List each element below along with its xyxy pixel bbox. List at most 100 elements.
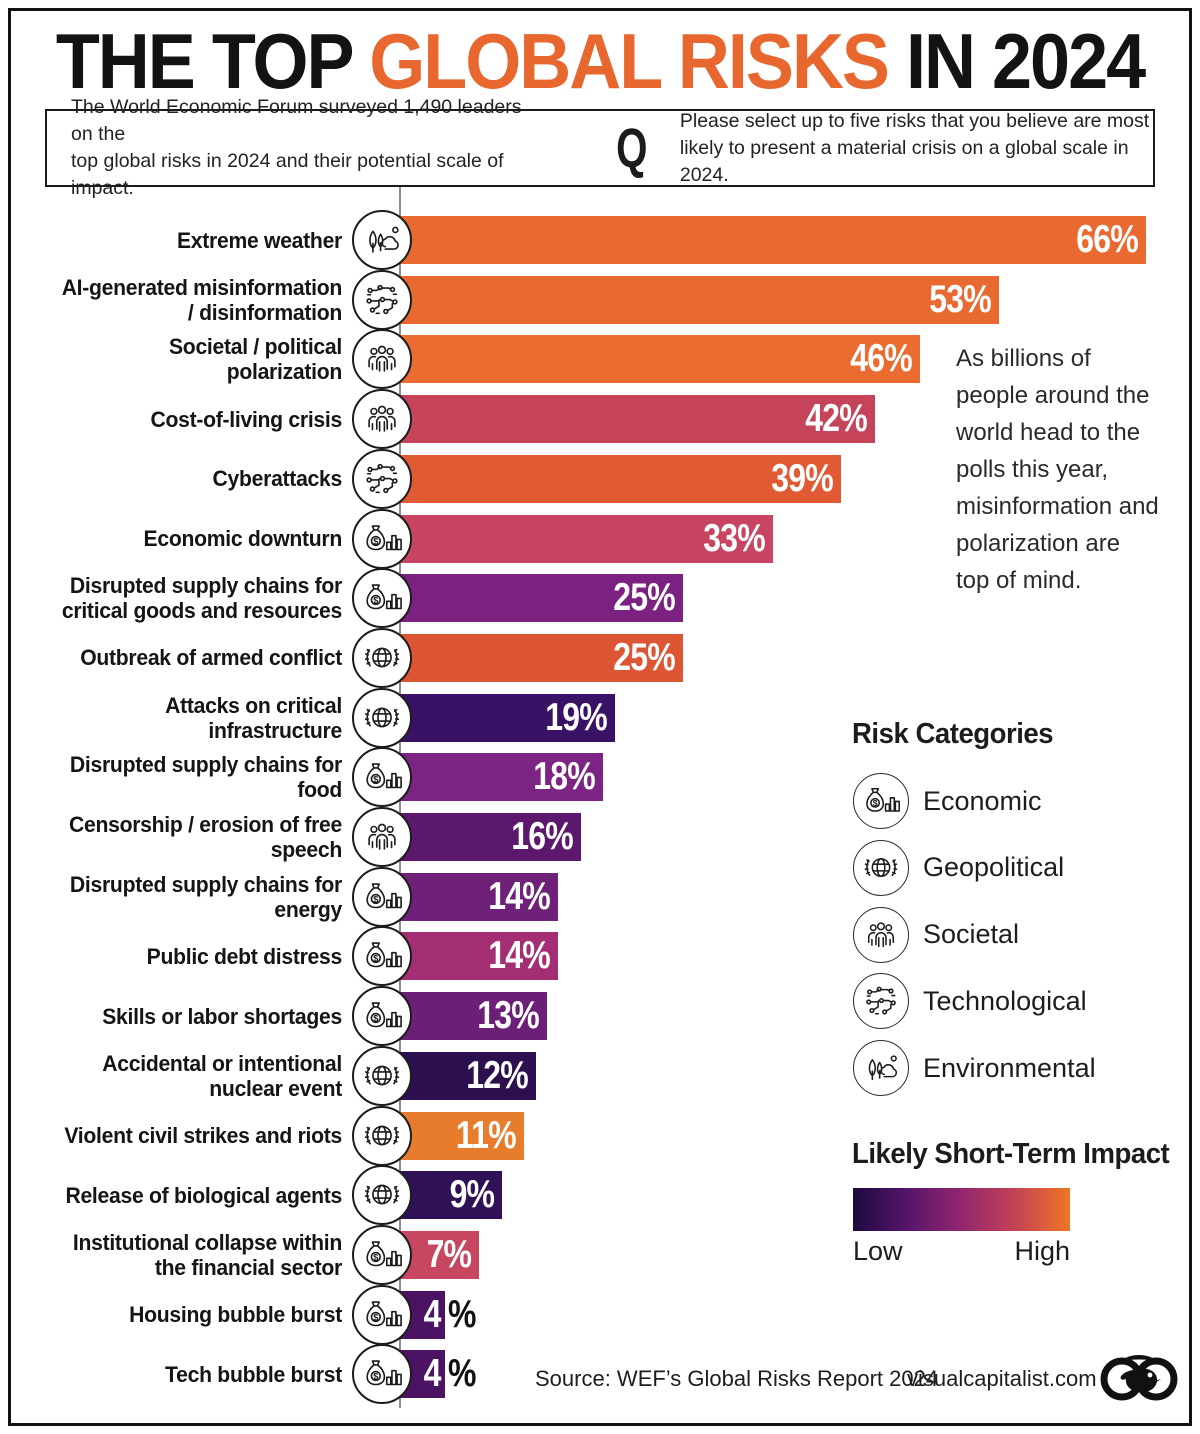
- economic-icon: $: [352, 1224, 412, 1285]
- risk-label: Accidental or intentional nuclear event: [102, 1050, 342, 1101]
- risk-bar: 66%: [400, 216, 1146, 264]
- risk-row: Cyberattacks 39%: [0, 448, 1200, 509]
- risk-row: Cost-of-living crisis 42%: [0, 389, 1200, 450]
- economic-icon: $: [352, 986, 412, 1047]
- page-title: THE TOP GLOBAL RISKS IN 2024: [0, 18, 1200, 107]
- legend-item: $ Economic: [853, 773, 1183, 829]
- societal-icon: [352, 807, 412, 867]
- impact-scale-labels: Low High: [853, 1236, 1070, 1267]
- risk-label: Attacks on critical infrastructure: [165, 692, 342, 743]
- risk-label: Disrupted supply chains for energy: [69, 871, 343, 922]
- risk-bar: 25%: [400, 633, 683, 682]
- impact-high-label: High: [1014, 1236, 1070, 1266]
- societal-icon: [352, 329, 412, 390]
- environmental-icon: [352, 210, 412, 270]
- risk-value-suffix: %: [448, 1352, 476, 1396]
- risk-value: 42%: [805, 397, 867, 441]
- legend-item-label: Geopolitical: [923, 852, 1065, 883]
- risk-label: Skills or labor shortages: [102, 1003, 343, 1029]
- economic-icon: $: [352, 747, 412, 808]
- risk-row: Accidental or intentional nuclear event 12…: [0, 1045, 1200, 1106]
- geopolitical-icon: [352, 687, 412, 748]
- risk-value: 13%: [477, 994, 539, 1038]
- risk-row: Institutional collapse within the financi…: [0, 1224, 1200, 1285]
- risk-value: 33%: [703, 516, 765, 560]
- risk-label: Tech bubble burst: [165, 1361, 342, 1387]
- risk-value: 14%: [488, 874, 550, 918]
- risk-row: Disrupted supply chains for food 18% $: [0, 747, 1200, 808]
- risk-bar: 46%: [400, 335, 920, 384]
- risk-value: 18%: [533, 755, 595, 799]
- risk-row: Disrupted supply chains for energy 14% $: [0, 866, 1200, 927]
- risk-label: Violent civil strikes and riots: [64, 1123, 342, 1148]
- risk-label: Institutional collapse within the financi…: [72, 1229, 343, 1280]
- legend-item-label: Societal: [923, 919, 1020, 950]
- risk-row: Outbreak of armed conflict 25%: [0, 627, 1200, 688]
- risk-bar: 16%: [400, 813, 581, 861]
- risk-bar: 12%: [400, 1051, 536, 1100]
- legend-item-label: Technological: [923, 985, 1087, 1016]
- svg-text:$: $: [373, 1312, 378, 1322]
- risk-value: 9%: [449, 1173, 494, 1217]
- risk-bar: 25%: [400, 574, 683, 623]
- risk-bar: 39%: [400, 454, 841, 503]
- risk-value-suffix: %: [448, 1292, 476, 1336]
- risk-value: 25%: [613, 576, 675, 620]
- risk-row: Housing bubble burst% 4 $: [0, 1284, 1200, 1345]
- economic-icon: $: [352, 1344, 412, 1405]
- geopolitical-icon: [352, 1105, 412, 1166]
- technological-icon: [352, 269, 412, 330]
- risk-bar: 33%: [400, 514, 773, 563]
- risk-bar: 7%: [400, 1230, 479, 1279]
- risk-label: AI-generated misinformation / disinformat…: [61, 274, 343, 325]
- societal-icon: [352, 389, 412, 450]
- impact-gradient: [853, 1188, 1070, 1231]
- impact-scale-title: Likely Short-Term Impact: [852, 1138, 1170, 1170]
- risk-bar: 9%: [400, 1171, 502, 1220]
- environmental-icon: [853, 1040, 909, 1097]
- risk-value: 19%: [545, 695, 607, 739]
- svg-text:$: $: [873, 798, 878, 808]
- risk-value: 39%: [771, 456, 833, 500]
- risk-value: 66%: [1076, 218, 1138, 261]
- legend-item: Societal: [853, 906, 1183, 963]
- impact-low-label: Low: [853, 1236, 903, 1266]
- risk-label: Disrupted supply chains for critical good…: [61, 573, 343, 624]
- risk-row: Release of biological agents 9%: [0, 1165, 1200, 1226]
- risk-row: Skills or labor shortages 13% $: [0, 986, 1200, 1047]
- question-label: Q: [616, 116, 648, 179]
- svg-text:$: $: [373, 775, 378, 785]
- risk-row: Attacks on critical infrastructure 19%: [0, 687, 1200, 748]
- economic-icon: $: [352, 926, 412, 987]
- legend-item-label: Environmental: [923, 1052, 1096, 1083]
- risk-value: 4: [423, 1352, 442, 1396]
- risk-bar: 18%: [400, 753, 603, 802]
- risk-bar: 14%: [400, 932, 558, 981]
- legend-item-label: Economic: [923, 785, 1042, 816]
- risk-value: 7%: [426, 1232, 471, 1276]
- svg-text:$: $: [373, 536, 378, 546]
- risk-row: Censorship / erosion of free speech 16%: [0, 807, 1200, 867]
- legend-title: Risk Categories: [852, 718, 1054, 750]
- risk-label: Disrupted supply chains for food: [69, 752, 343, 803]
- risk-row: Economic downturn 33% $: [0, 508, 1200, 569]
- risk-label: Outbreak of armed conflict: [80, 645, 343, 671]
- risk-row: Violent civil strikes and riots 11%: [0, 1105, 1200, 1166]
- risk-label: Economic downturn: [143, 526, 343, 551]
- geopolitical-icon: [352, 627, 412, 688]
- geopolitical-icon: [352, 1045, 412, 1106]
- risk-label: Release of biological agents: [65, 1182, 342, 1208]
- risk-value: 25%: [613, 635, 675, 679]
- annotation: As billions of people around the world h…: [956, 345, 1159, 594]
- risk-value: 12%: [466, 1053, 528, 1097]
- economic-icon: $: [352, 1284, 412, 1345]
- footer-source: Source: WEF’s Global Risks Report 2024: [535, 1366, 939, 1391]
- risk-label: Cyberattacks: [212, 466, 343, 492]
- geopolitical-icon: [853, 839, 909, 896]
- question-text: Please select up to five risks that you …: [679, 109, 1150, 186]
- visualcapitalist-logo: [1100, 1355, 1178, 1401]
- societal-icon: [853, 906, 909, 963]
- economic-icon: $: [352, 866, 412, 927]
- title-prefix: THE TOP: [55, 19, 370, 106]
- risk-label: Housing bubble burst: [129, 1302, 342, 1328]
